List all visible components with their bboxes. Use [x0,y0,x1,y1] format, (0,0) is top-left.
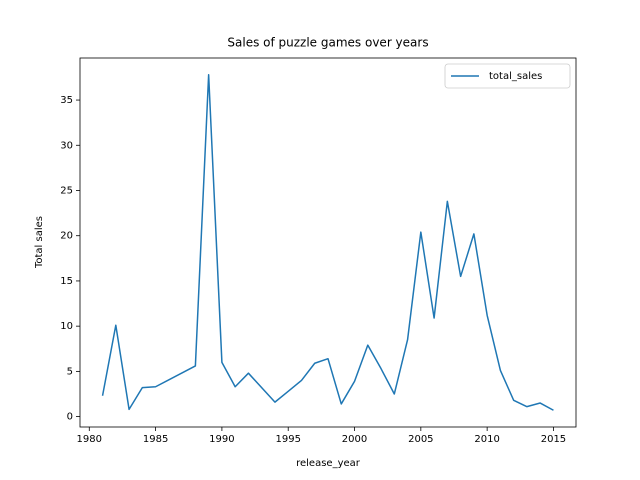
y-axis-label: Total sales [34,216,45,269]
x-tick-label: 1990 [209,434,234,445]
x-axis-label: release_year [296,458,361,469]
x-tick-label: 2000 [342,434,367,445]
data-line [101,73,554,411]
x-tick-label: 2005 [408,434,433,445]
chart-title: Sales of puzzle games over years [227,36,428,50]
x-tick-label: 1995 [275,434,300,445]
x-tick-label: 1985 [143,434,168,445]
y-tick-label: 0 [67,412,73,423]
y-tick-label: 5 [67,366,73,377]
legend-box [444,63,571,89]
legend-label: total_sales [489,71,542,82]
legend: total_sales [444,63,571,89]
y-tick-label: 20 [60,231,73,242]
plot-frame [79,57,577,428]
x-tick-label: 2015 [541,434,566,445]
x-tick-label: 2010 [474,434,499,445]
y-tick-label: 15 [60,276,73,287]
x-tick-label: 1980 [77,434,102,445]
y-tick-label: 30 [60,140,73,151]
y-tick-label: 25 [60,185,73,196]
y-tick-label: 35 [60,95,73,106]
y-tick-label: 10 [60,321,73,332]
